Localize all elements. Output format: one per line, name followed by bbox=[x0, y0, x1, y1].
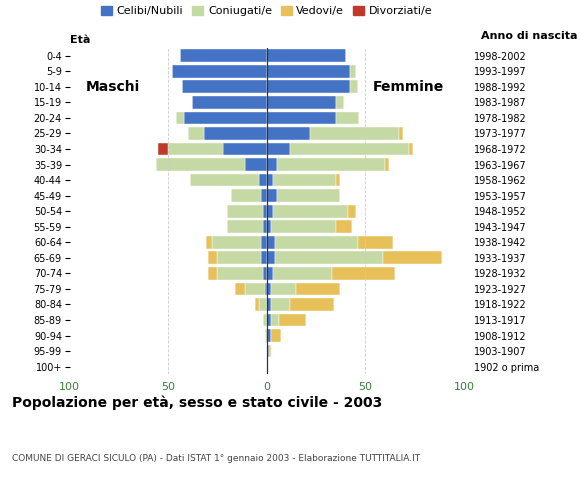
Bar bbox=[267, 158, 277, 171]
Bar bbox=[271, 329, 281, 342]
Bar bbox=[399, 127, 403, 140]
Bar bbox=[235, 283, 245, 295]
Bar bbox=[267, 96, 336, 109]
Bar bbox=[261, 189, 267, 202]
Bar bbox=[291, 298, 334, 311]
Bar bbox=[206, 236, 212, 249]
Bar bbox=[332, 267, 395, 280]
Bar bbox=[267, 174, 273, 187]
Bar bbox=[273, 267, 332, 280]
Bar bbox=[267, 313, 271, 326]
Bar bbox=[269, 345, 271, 358]
Bar bbox=[212, 236, 261, 249]
Bar bbox=[231, 189, 261, 202]
Legend: Celibi/Nubili, Coniugati/e, Vedovi/e, Divorziati/e: Celibi/Nubili, Coniugati/e, Vedovi/e, Di… bbox=[97, 1, 437, 21]
Bar bbox=[278, 313, 306, 326]
Bar bbox=[267, 267, 273, 280]
Bar bbox=[277, 158, 385, 171]
Bar bbox=[336, 174, 340, 187]
Bar bbox=[383, 252, 443, 264]
Bar bbox=[158, 143, 168, 156]
Bar bbox=[310, 127, 399, 140]
Bar bbox=[267, 81, 350, 93]
Bar bbox=[267, 329, 271, 342]
Bar bbox=[263, 267, 267, 280]
Bar bbox=[267, 236, 275, 249]
Bar bbox=[204, 127, 267, 140]
Bar bbox=[245, 283, 265, 295]
Bar bbox=[271, 313, 278, 326]
Bar bbox=[267, 127, 310, 140]
Bar bbox=[223, 143, 267, 156]
Bar bbox=[190, 174, 259, 187]
Text: Maschi: Maschi bbox=[86, 80, 140, 94]
Bar bbox=[267, 298, 271, 311]
Bar bbox=[182, 81, 267, 93]
Bar bbox=[273, 174, 336, 187]
Bar bbox=[291, 143, 409, 156]
Bar bbox=[357, 236, 393, 249]
Text: Età: Età bbox=[70, 35, 90, 45]
Bar bbox=[192, 96, 267, 109]
Bar bbox=[385, 158, 389, 171]
Bar bbox=[168, 143, 223, 156]
Bar bbox=[263, 205, 267, 217]
Bar bbox=[267, 252, 275, 264]
Bar bbox=[265, 329, 267, 342]
Bar bbox=[350, 81, 357, 93]
Bar bbox=[172, 65, 267, 78]
Bar bbox=[336, 96, 344, 109]
Bar bbox=[180, 49, 267, 62]
Bar bbox=[275, 252, 383, 264]
Bar bbox=[259, 298, 267, 311]
Bar bbox=[263, 220, 267, 233]
Bar bbox=[245, 158, 267, 171]
Bar bbox=[265, 283, 267, 295]
Bar bbox=[267, 283, 271, 295]
Text: Popolazione per età, sesso e stato civile - 2003: Popolazione per età, sesso e stato civil… bbox=[12, 396, 382, 410]
Bar bbox=[227, 220, 263, 233]
Bar bbox=[261, 236, 267, 249]
Bar bbox=[273, 205, 347, 217]
Bar bbox=[208, 252, 218, 264]
Bar bbox=[157, 158, 245, 171]
Bar bbox=[296, 283, 340, 295]
Bar bbox=[267, 49, 346, 62]
Bar bbox=[227, 205, 263, 217]
Bar bbox=[184, 111, 267, 124]
Bar bbox=[347, 205, 356, 217]
Bar bbox=[255, 298, 259, 311]
Bar bbox=[336, 111, 360, 124]
Bar bbox=[218, 267, 263, 280]
Text: Anno di nascita: Anno di nascita bbox=[481, 31, 577, 41]
Bar bbox=[267, 345, 269, 358]
Bar bbox=[336, 220, 351, 233]
Bar bbox=[259, 174, 267, 187]
Bar bbox=[350, 65, 356, 78]
Bar bbox=[409, 143, 413, 156]
Bar bbox=[176, 111, 184, 124]
Bar bbox=[271, 298, 291, 311]
Bar bbox=[218, 252, 261, 264]
Text: COMUNE DI GERACI SICULO (PA) - Dati ISTAT 1° gennaio 2003 - Elaborazione TUTTITA: COMUNE DI GERACI SICULO (PA) - Dati ISTA… bbox=[12, 454, 420, 463]
Bar bbox=[267, 111, 336, 124]
Bar bbox=[271, 220, 336, 233]
Bar bbox=[275, 236, 357, 249]
Bar bbox=[267, 143, 291, 156]
Bar bbox=[267, 205, 273, 217]
Bar bbox=[188, 127, 204, 140]
Bar bbox=[271, 283, 296, 295]
Text: Femmine: Femmine bbox=[373, 80, 444, 94]
Bar bbox=[267, 189, 277, 202]
Bar bbox=[263, 313, 267, 326]
Bar bbox=[208, 267, 218, 280]
Bar bbox=[267, 65, 350, 78]
Bar bbox=[267, 220, 271, 233]
Bar bbox=[277, 189, 340, 202]
Bar bbox=[261, 252, 267, 264]
